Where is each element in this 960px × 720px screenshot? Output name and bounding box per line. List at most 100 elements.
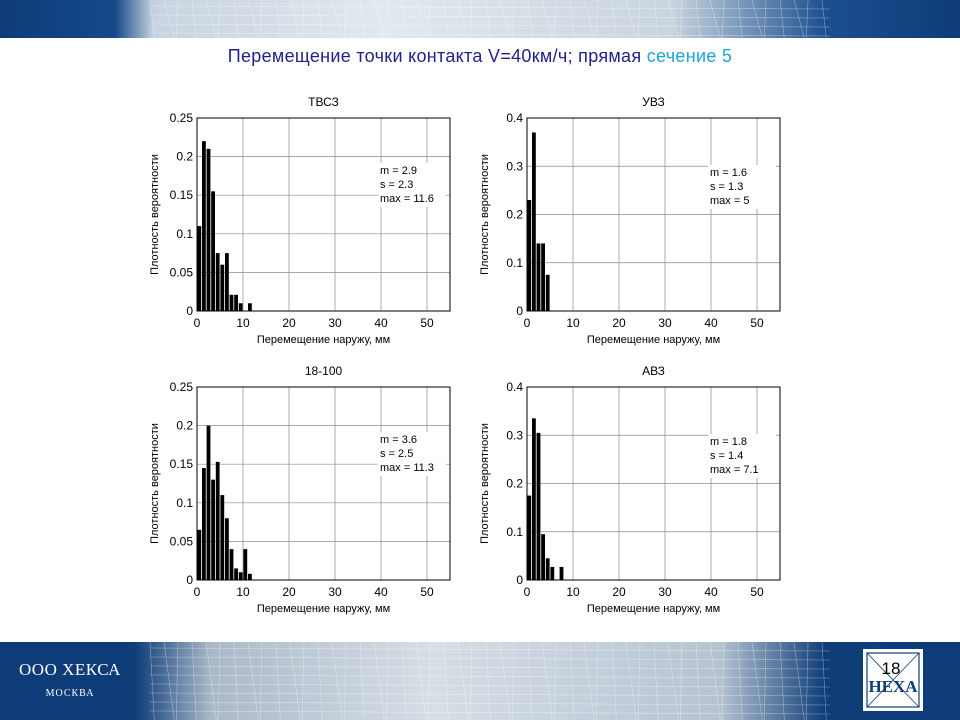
x-tick-label: 20 <box>612 316 626 330</box>
chart-title-uvz: УВЗ <box>642 95 664 109</box>
y-tick-label: 0.1 <box>506 525 523 539</box>
x-tick-label: 20 <box>282 316 296 330</box>
histogram-bar <box>206 148 211 311</box>
histogram-bar <box>206 425 211 580</box>
histogram-bar <box>559 566 564 580</box>
histogram-bar <box>202 141 206 311</box>
stats-box <box>708 165 776 209</box>
y-tick-label: 0.05 <box>170 265 194 279</box>
x-tick-label: 10 <box>566 316 580 330</box>
hexa-logo: HEXA <box>862 648 924 712</box>
histogram-bar <box>550 566 555 580</box>
histogram-bar <box>243 549 248 580</box>
histogram-bar <box>197 226 202 311</box>
histogram-bar <box>238 303 243 311</box>
histogram-bar <box>541 243 545 311</box>
y-tick-label: 0.1 <box>506 256 523 270</box>
y-tick-label: 0.2 <box>506 208 523 222</box>
y-tick-label: 0.25 <box>170 111 194 125</box>
page-number: 18 <box>881 659 901 678</box>
stats-line: s = 2.5 <box>380 448 413 460</box>
histogram-bar <box>234 294 238 311</box>
y-tick-label: 0 <box>186 304 193 318</box>
stats-box <box>708 434 776 478</box>
x-tick-label: 0 <box>194 585 201 599</box>
slide-title-main: Перемещение точки контакта V=40км/ч; пря… <box>227 46 647 66</box>
histogram-bar <box>527 200 532 311</box>
plot-frame <box>196 386 451 581</box>
chart-title-18-100: 18-100 <box>305 364 343 378</box>
y-tick-label: 0 <box>186 573 193 587</box>
y-tick-label: 0.4 <box>506 111 523 125</box>
stats-line: s = 1.4 <box>710 450 743 462</box>
histogram-bar <box>532 418 536 580</box>
header-band <box>0 0 960 38</box>
histogram-chart-tvsz: 0 10 20 30 40 50 0 0.05 0.1 0.15 0.2 0.25 ТВСЗ Переме… <box>149 95 451 346</box>
stats-line: m = 1.8 <box>710 436 747 448</box>
stats-line: max = 5 <box>710 195 749 207</box>
stats-box <box>378 163 446 207</box>
y-tick-label: 0 <box>516 304 523 318</box>
y-axis-label: Плотность вероятности <box>149 423 161 544</box>
x-tick-label: 40 <box>374 585 388 599</box>
stats-line: m = 3.6 <box>380 434 417 446</box>
histogram-chart-avz: 0 10 20 30 40 50 0 0.1 0.2 0.3 0.4 АВЗ Перемещение н… <box>479 364 781 615</box>
y-tick-label: 0.25 <box>170 380 194 394</box>
histogram-bar <box>536 432 541 580</box>
chart-title-tvsz: ТВСЗ <box>308 95 339 109</box>
histogram-bar <box>532 132 536 311</box>
y-tick-label: 0.15 <box>170 188 194 202</box>
histogram-bar <box>211 479 215 580</box>
chart-title-avz: АВЗ <box>642 364 665 378</box>
stats-line: s = 1.3 <box>710 181 743 193</box>
histogram-bar <box>545 274 550 311</box>
histogram-bar <box>238 572 243 580</box>
histogram-chart-uvz: 0 10 20 30 40 50 0 0.1 0.2 0.3 0.4 УВЗ Перемещение н… <box>479 95 781 346</box>
x-axis-label: Перемещение наружу, мм <box>587 334 720 346</box>
y-tick-label: 0.4 <box>506 380 523 394</box>
histogram-bar <box>211 191 215 311</box>
company-name: ООО ХЕКСА <box>19 660 121 679</box>
x-tick-label: 50 <box>750 585 764 599</box>
stats-line: max = 11.6 <box>380 193 434 205</box>
x-tick-label: 10 <box>236 585 250 599</box>
mesh-texture <box>149 642 831 720</box>
histogram-bar <box>536 243 541 311</box>
histogram-bar <box>248 303 252 311</box>
y-tick-label: 0.2 <box>506 477 523 491</box>
y-tick-label: 0.1 <box>176 227 193 241</box>
stats-line: m = 2.9 <box>380 165 417 177</box>
histogram-bar <box>215 253 220 311</box>
y-tick-label: 0.15 <box>170 457 194 471</box>
x-tick-label: 50 <box>420 316 434 330</box>
histogram-bar <box>229 294 234 311</box>
stats-line: s = 2.3 <box>380 179 413 191</box>
y-axis-label: Плотность вероятности <box>479 423 491 544</box>
stats-line: max = 11.3 <box>380 462 434 474</box>
y-tick-label: 0.1 <box>176 496 193 510</box>
x-tick-label: 0 <box>524 316 531 330</box>
stats-line: m = 1.6 <box>710 167 747 179</box>
y-axis-label: Плотность вероятности <box>149 154 161 275</box>
x-tick-label: 0 <box>194 316 201 330</box>
histogram-bar <box>527 495 532 580</box>
x-tick-label: 40 <box>704 585 718 599</box>
x-tick-label: 50 <box>750 316 764 330</box>
y-tick-label: 0.2 <box>176 150 193 164</box>
histogram-bar <box>197 529 202 580</box>
histogram-bar <box>248 573 252 580</box>
stats-line: max = 7.1 <box>710 464 759 476</box>
histogram-bar <box>545 558 550 580</box>
plot-frame <box>526 117 781 312</box>
histogram-bar <box>220 495 225 580</box>
plot-area <box>197 118 450 311</box>
x-tick-label: 30 <box>658 585 672 599</box>
histogram-chart-18-100: 0 10 20 30 40 50 0 0.05 0.1 0.15 0.2 0.25 18-100 Пере… <box>149 364 451 615</box>
y-tick-label: 0.3 <box>506 159 523 173</box>
x-axis-label: Перемещение наружу, мм <box>257 334 390 346</box>
slide-title: Перемещение точки контакта V=40км/ч; пря… <box>0 46 960 67</box>
stats-box <box>378 432 446 476</box>
x-tick-label: 0 <box>524 585 531 599</box>
y-tick-label: 0.2 <box>176 419 193 433</box>
y-tick-label: 0 <box>516 573 523 587</box>
